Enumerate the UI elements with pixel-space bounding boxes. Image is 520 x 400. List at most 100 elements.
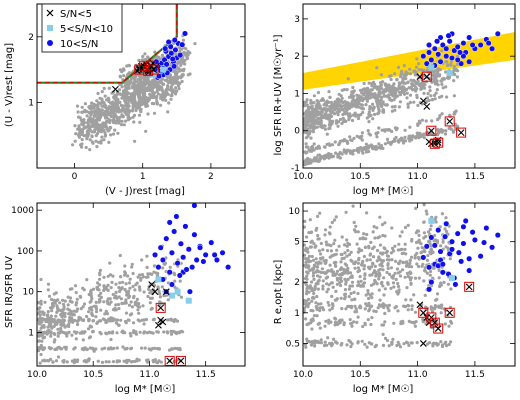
size-background-point [314, 228, 318, 232]
ratio-background-point [111, 274, 115, 278]
ratio-background-point [74, 337, 78, 341]
uvj-background-point [98, 116, 102, 120]
size-background-point [425, 271, 429, 275]
size-flagged-cross [434, 325, 442, 332]
sfr-point-high-sn [454, 56, 461, 63]
size-point-high-sn [448, 238, 456, 245]
size-background-point [360, 339, 364, 343]
sfr-background-point [408, 67, 412, 71]
ratio-background-point [91, 329, 95, 333]
sfr-point-high-sn [466, 34, 473, 41]
sfr-point-high-sn [439, 41, 446, 49]
uvj-background-point [183, 58, 187, 63]
uvj-background-point [169, 94, 173, 98]
size-background-point [369, 342, 373, 346]
size-background-point [303, 257, 308, 261]
ratio-background-point [39, 277, 43, 282]
ratio-background-point [99, 291, 103, 295]
sfr-background-point [312, 94, 316, 98]
ratio-background-point [87, 310, 91, 314]
uvj-background-point [156, 92, 160, 96]
ratio-background-point [67, 324, 71, 329]
ratio-background-point [46, 310, 50, 314]
uvj-background-point [178, 60, 182, 64]
uvj-background-point [163, 95, 167, 99]
ratio-background-point [115, 346, 119, 350]
size-background-point [397, 290, 401, 294]
ratio-background-point [89, 288, 93, 292]
sfr-background-point [322, 124, 326, 128]
uvj-background-point [110, 105, 114, 109]
size-background-point [374, 309, 378, 314]
sfr-background-point [317, 110, 321, 114]
panel-uvj-content: 0 1 212 [28, 3, 246, 182]
sfr-background-point [321, 98, 325, 102]
ratio-background-point [114, 303, 118, 307]
size-background-point [368, 304, 372, 308]
sfr-background-point [331, 154, 336, 158]
uvj-background-point [80, 142, 84, 146]
size-background-point [356, 266, 360, 270]
ratio-point-low-sn [162, 288, 170, 296]
sfr-background-point [360, 89, 364, 93]
uvj-ytick-label: 1 [28, 98, 34, 108]
sfr-background-point [417, 119, 421, 123]
size-background-point [378, 263, 382, 267]
size-point-high-sn [428, 279, 435, 286]
size-background-point [306, 250, 310, 254]
sfr-background-point [309, 101, 313, 105]
ratio-background-point [123, 288, 127, 292]
ratio-background-point [151, 331, 155, 335]
ratio-background-point [81, 286, 85, 290]
size-background-point [429, 305, 433, 309]
ratio-background-point [121, 301, 125, 305]
ratio-background-point [132, 296, 136, 300]
uvj-background-point [111, 118, 115, 122]
ratio-background-point [108, 297, 112, 301]
size-background-point [409, 271, 413, 275]
sfr-background-point [427, 98, 431, 103]
uvj-background-point [174, 92, 178, 96]
legend-frame [41, 3, 123, 53]
uvj-background-point [122, 123, 126, 127]
ratio-background-point [63, 314, 67, 319]
uvj-background-point [126, 80, 130, 84]
uvj-point-low-sn [144, 69, 152, 77]
sfr-background-point [339, 94, 343, 98]
ratio-point-high-sn [163, 235, 170, 242]
size-point-high-sn [466, 255, 473, 262]
size-background-point [414, 320, 418, 324]
ratio-background-point [89, 291, 93, 296]
sfr-background-point [367, 120, 371, 124]
size-background-point [391, 337, 395, 341]
uvj-background-point [179, 68, 183, 72]
size-background-point [308, 286, 312, 290]
legend-label-mid: 5<S/N<10 [60, 24, 113, 35]
uvj-background-point [142, 92, 146, 96]
size-background-point [342, 321, 346, 325]
ratio-flagged-cross [166, 357, 174, 365]
sfr-background-point [341, 120, 346, 124]
sfr-background-point [356, 116, 361, 121]
uvj-point-high-sn [172, 46, 179, 53]
size-background-point [352, 220, 356, 225]
ratio-background-point [111, 360, 116, 364]
size-background-point [363, 264, 367, 268]
sfr-background-point [365, 116, 369, 120]
ratio-background-point [96, 359, 100, 363]
uvj-background-point [181, 38, 185, 42]
sfr-background-point [328, 126, 332, 130]
ratio-background-point [51, 304, 56, 308]
ratio-background-point [88, 300, 92, 304]
ratio-background-point [62, 305, 66, 309]
ratio-background-point [85, 347, 89, 351]
ratio-background-point [94, 310, 99, 314]
sfr-point-high-sn [460, 40, 467, 47]
ratio-background-point [46, 288, 50, 292]
uvj-background-point [167, 101, 171, 105]
uvj-background-point [131, 107, 135, 111]
sfr-xtick-label: 10.5 [350, 172, 370, 182]
sfr-background-point [341, 139, 345, 143]
ratio-background-point [42, 358, 46, 362]
